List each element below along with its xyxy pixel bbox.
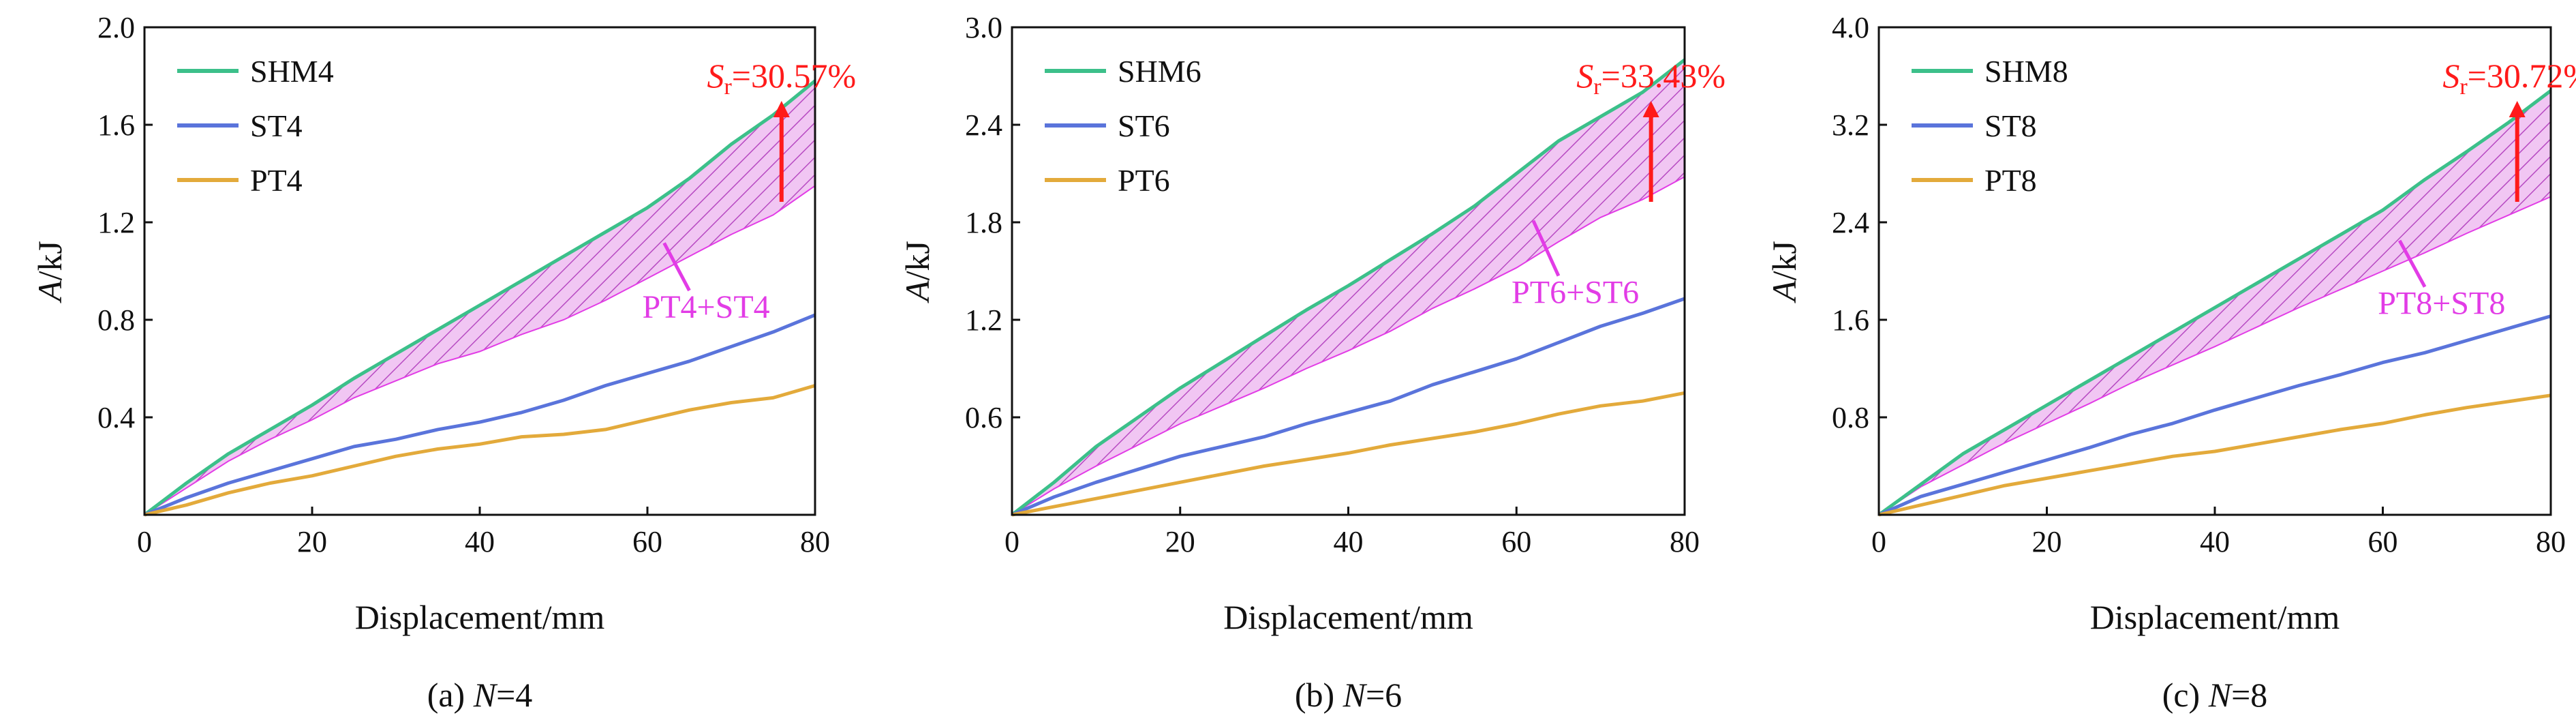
series-line-st6 xyxy=(1011,297,1685,517)
band-lower-edge-1 xyxy=(144,185,816,515)
x-tick-label: 80 xyxy=(1670,525,1700,558)
x-tick-label: 60 xyxy=(632,525,662,558)
series-line-shm4 xyxy=(143,79,816,516)
y-tick-label: 3.2 xyxy=(1832,108,1869,142)
x-tick-label: 0 xyxy=(1871,525,1886,558)
plot-frame xyxy=(143,26,816,516)
x-axis-title: Displacement/mm xyxy=(1223,598,1473,636)
y-tick-label: 0.4 xyxy=(97,401,135,434)
x-axis-title: Displacement/mm xyxy=(2090,598,2340,636)
y-axis-title: A/kJ xyxy=(1765,241,1803,303)
legend-label-shm: SHM6 xyxy=(1118,54,1201,89)
series-line-shm6 xyxy=(1011,58,1686,516)
x-tick-label: 20 xyxy=(2032,525,2062,558)
panel-caption: (b) N=6 xyxy=(1295,676,1402,714)
legend-label-st: ST8 xyxy=(1984,108,2037,143)
x-tick-label: 60 xyxy=(2368,525,2398,558)
series-line-pt4 xyxy=(144,384,816,517)
x-tick-label: 80 xyxy=(2536,525,2566,558)
legend-label-pt: PT6 xyxy=(1118,163,1170,198)
y-tick-label: 0.6 xyxy=(965,401,1002,434)
band-label: PT6+ST6 xyxy=(1512,275,1639,311)
plot-frame xyxy=(1877,26,2552,516)
x-tick-label: 40 xyxy=(465,525,495,558)
y-tick-label: 1.6 xyxy=(1832,303,1869,337)
x-tick-label: 40 xyxy=(2200,525,2230,558)
band-label: PT8+ST8 xyxy=(2378,286,2505,322)
y-tick-label: 1.2 xyxy=(97,206,135,239)
legend-label-pt: PT8 xyxy=(1984,163,2037,198)
y-axis-title: A/kJ xyxy=(31,241,69,303)
x-axis-title: Displacement/mm xyxy=(355,598,605,636)
band-label-leader xyxy=(1531,220,1561,277)
x-tick-label: 80 xyxy=(800,525,830,558)
series-line-pt8 xyxy=(1878,393,2551,517)
band-lower-edge-3 xyxy=(1878,196,2551,515)
y-tick-label: 3.0 xyxy=(965,11,1002,44)
band-label-leader xyxy=(2397,239,2427,288)
x-tick-label: 0 xyxy=(137,525,152,558)
y-tick-label: 1.6 xyxy=(97,108,135,142)
legend-label-shm: SHM4 xyxy=(250,54,334,89)
legend-label-shm: SHM8 xyxy=(1984,54,2068,89)
x-tick-label: 20 xyxy=(297,525,327,558)
series-line-st4 xyxy=(144,313,816,517)
y-tick-label: 0.8 xyxy=(1832,401,1869,434)
y-axis-title: A/kJ xyxy=(898,241,936,303)
y-tick-label: 1.8 xyxy=(965,206,1002,239)
sr-annotation: Sr=33.43% xyxy=(1576,57,1726,100)
y-tick-label: 2.0 xyxy=(97,11,135,44)
x-tick-label: 20 xyxy=(1165,525,1195,558)
shaded-band-3 xyxy=(1879,91,2551,515)
y-tick-label: 2.4 xyxy=(1832,206,1869,239)
x-tick-label: 0 xyxy=(1005,525,1019,558)
legend-label-st: ST6 xyxy=(1118,108,1170,143)
x-tick-label: 60 xyxy=(1501,525,1531,558)
sr-annotation: Sr=30.57% xyxy=(707,57,856,100)
y-tick-label: 0.8 xyxy=(97,303,135,337)
chart-panel-1: 0 20 40 60 80 0.4 0.8 1.2 1.6 2.0 Displacement/mm A… xyxy=(31,11,856,714)
panel-caption: (c) N=8 xyxy=(2162,676,2268,714)
series-line-shm8 xyxy=(1877,89,2552,517)
y-tick-label: 1.2 xyxy=(965,303,1002,337)
x-tick-label: 40 xyxy=(1334,525,1364,558)
band-label: PT4+ST4 xyxy=(643,289,770,325)
panel-caption: (a) N=4 xyxy=(427,676,533,714)
sr-annotation: Sr=30.72% xyxy=(2442,57,2576,100)
band-lower-edge-2 xyxy=(1011,176,1685,515)
chart-panel-3: 0 20 40 60 80 0.8 1.6 2.4 3.2 4.0 Displacement/mm A… xyxy=(1765,11,2576,714)
chart-panel-2: 0 20 40 60 80 0.6 1.2 1.8 2.4 3.0 Displacement/mm A… xyxy=(898,11,1726,714)
band-label-leader xyxy=(662,242,691,292)
series-line-st8 xyxy=(1878,314,2551,517)
legend-label-st: ST4 xyxy=(250,108,303,143)
y-tick-label: 2.4 xyxy=(965,108,1002,142)
series-line-pt6 xyxy=(1011,391,1685,517)
legend-label-pt: PT4 xyxy=(250,163,303,198)
y-tick-label: 4.0 xyxy=(1832,11,1869,44)
